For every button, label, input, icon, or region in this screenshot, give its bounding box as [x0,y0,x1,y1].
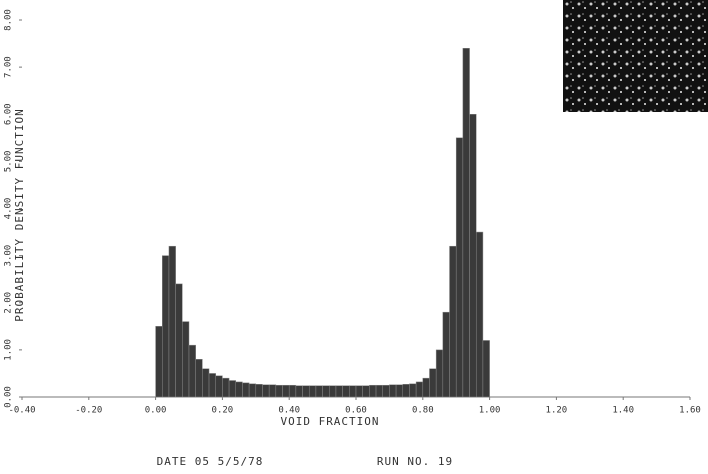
bar [188,344,196,398]
bar [242,382,250,398]
bar [375,384,383,398]
footer-date: DATE 05 5/5/78 [157,455,264,468]
x-tick-label: 1.00 [479,406,501,416]
bar [322,385,330,398]
bar [155,326,163,398]
bar [442,311,450,398]
bar [282,384,290,398]
bar [482,340,490,398]
y-tick-label: 3.00 [4,245,14,267]
y-tick-label: 5.00 [4,151,14,173]
bar [162,255,170,398]
y-tick-label: 0.00 [4,386,14,408]
x-tick-label: 0.40 [278,406,300,416]
x-tick-label: 0.00 [145,406,167,416]
bar [382,384,390,398]
bar [275,384,283,398]
bar [369,384,377,398]
bar [409,383,417,398]
y-axis-label: PROBABILITY DENSITY FUNCTION [13,108,26,321]
x-tick-label: -0.40 [8,406,35,416]
bar [422,377,430,398]
bar [342,385,350,398]
bar [469,114,477,398]
bar [329,385,337,398]
y-tick-label: 8.00 [4,9,14,31]
bar [308,385,317,398]
bar [235,381,243,398]
bar [402,384,410,398]
bar [349,385,357,398]
bar [268,384,277,398]
bar [288,384,297,398]
bar [228,380,237,398]
y-tick-label: 7.00 [4,56,14,78]
x-tick-label: 0.20 [212,406,234,416]
bar [208,373,216,398]
bar [455,137,464,398]
x-tick-label: 1.60 [679,406,701,416]
y-tick-label: 1.00 [4,339,14,361]
y-tick-label: 6.00 [4,103,14,125]
bar [462,48,470,398]
bar [429,368,437,398]
bar [295,385,303,398]
x-axis-label: VOID FRACTION [280,415,379,428]
bar [315,385,323,398]
y-tick-label: 4.00 [4,198,14,220]
bar [175,283,183,398]
x-tick-label: -0.20 [75,406,102,416]
bar [215,375,223,398]
bar [248,383,257,398]
bar [335,385,343,398]
photo-inset [563,0,708,112]
bar [302,385,310,398]
x-tick-label: 1.40 [612,406,634,416]
footer-run: RUN NO. 19 [377,455,453,468]
bar [202,368,210,398]
bar [362,385,370,398]
x-tick-label: 1.20 [546,406,568,416]
bar [195,359,203,398]
bar [415,381,424,398]
bar [395,384,404,398]
bar [262,384,270,398]
bar [255,384,263,398]
bar [355,385,363,398]
y-tick-label: 2.00 [4,292,14,314]
bar [168,245,176,398]
bar [475,231,484,398]
x-tick-label: 0.80 [412,406,434,416]
x-tick-label: 0.60 [345,406,367,416]
bar [222,377,230,398]
bar [449,245,457,398]
bar [182,321,190,398]
bar [389,384,397,398]
bar [435,349,444,398]
